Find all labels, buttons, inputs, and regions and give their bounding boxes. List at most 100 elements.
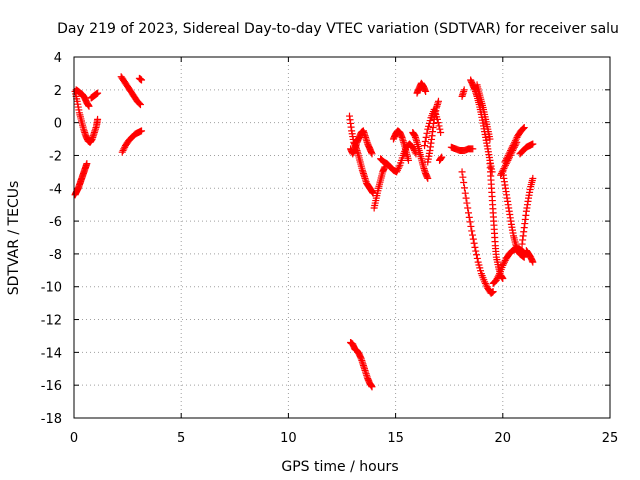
series-seg13 [409,128,432,182]
plot-frame [73,56,611,419]
data-point [498,168,506,176]
data-point [83,160,91,168]
y-tick-labels: 4 2 0 -2 -4 -6 -8 -10 -12 -14 -16 -18 [41,51,62,427]
series-seg12 [389,127,412,164]
y-tick-label: -14 [41,346,62,361]
data-point [495,271,503,279]
y-axis-label: SDTVAR / TECUs [6,181,22,296]
data-point [506,151,514,159]
data-point [412,150,420,158]
data-point [510,143,518,151]
data-point [469,231,477,239]
data-point [94,115,102,123]
series-seg7 [118,127,146,156]
data-point [368,383,376,391]
y-tick-label: -18 [41,412,62,427]
data-point [486,135,494,143]
data-point [520,124,528,132]
data-point [472,247,480,255]
data-point [471,243,479,251]
data-point [519,124,527,132]
data-point [461,189,469,197]
data-point [501,161,509,169]
data-point [503,158,511,166]
x-tick-label: 15 [387,431,404,446]
series-seg4 [87,89,102,102]
data-point [438,153,446,161]
data-point [467,222,475,230]
series-seg16 [421,106,445,150]
data-point [422,87,430,95]
data-point [511,142,519,150]
data-point [435,122,443,130]
data-point [497,170,505,178]
series-seg5 [117,73,144,109]
data-point [473,254,481,262]
data-point [437,128,445,136]
data-point [462,194,470,202]
data-points [71,73,537,391]
data-point [489,288,497,296]
data-point [513,138,521,146]
data-point [433,115,441,123]
data-point [529,258,537,266]
data-point [459,173,467,181]
data-point [468,227,476,235]
data-point [508,148,516,156]
series-seg2 [72,86,93,110]
data-point [499,261,507,269]
data-point [469,235,477,243]
data-point [482,281,490,289]
y-tick-label: -16 [41,379,62,394]
grid-lines [74,57,610,418]
data-point [469,145,477,153]
series-seg14 [413,79,430,97]
data-point [464,209,472,217]
x-tick-label: 25 [602,431,619,446]
series-seg21 [458,168,497,297]
series-seg1 [71,87,102,146]
y-tick-label: -12 [41,314,62,329]
data-point [434,119,442,127]
x-tick-label: 5 [177,431,185,446]
data-point [393,166,401,174]
series-seg26 [497,138,521,179]
series-seg3 [71,160,91,199]
y-tick-label: 0 [54,117,62,132]
data-point [507,150,515,158]
data-point [529,174,537,182]
y-tick-label: -6 [49,215,62,230]
data-point [501,163,509,171]
data-point [423,129,431,137]
data-point [473,251,481,259]
data-point [519,125,527,133]
data-point [393,168,401,176]
series-seg17 [436,153,446,164]
data-point [409,143,417,151]
data-point [138,76,146,84]
y-tick-label: 4 [54,51,62,66]
data-point [118,148,126,156]
chart-title: Day 219 of 2023, Sidereal Day-to-day VTE… [57,21,619,37]
data-point [424,174,432,182]
series-seg9 [347,127,376,158]
data-point [465,213,473,221]
data-point [466,218,474,226]
data-point [500,258,508,266]
data-point [135,99,143,107]
y-tick-label: -8 [49,248,62,263]
series-seg6 [135,74,146,84]
series-seg10 [370,163,389,212]
x-tick-label: 0 [70,431,78,446]
data-point [520,253,528,261]
data-point [136,101,144,109]
data-point [460,86,468,94]
series-seg18 [458,86,468,100]
x-axis-label: GPS time / hours [281,459,398,475]
series-seg29 [522,247,537,266]
data-point [509,147,517,155]
data-point [85,102,93,110]
series-seg31 [347,339,376,391]
data-point [500,165,508,173]
y-tick-label: -2 [49,149,62,164]
